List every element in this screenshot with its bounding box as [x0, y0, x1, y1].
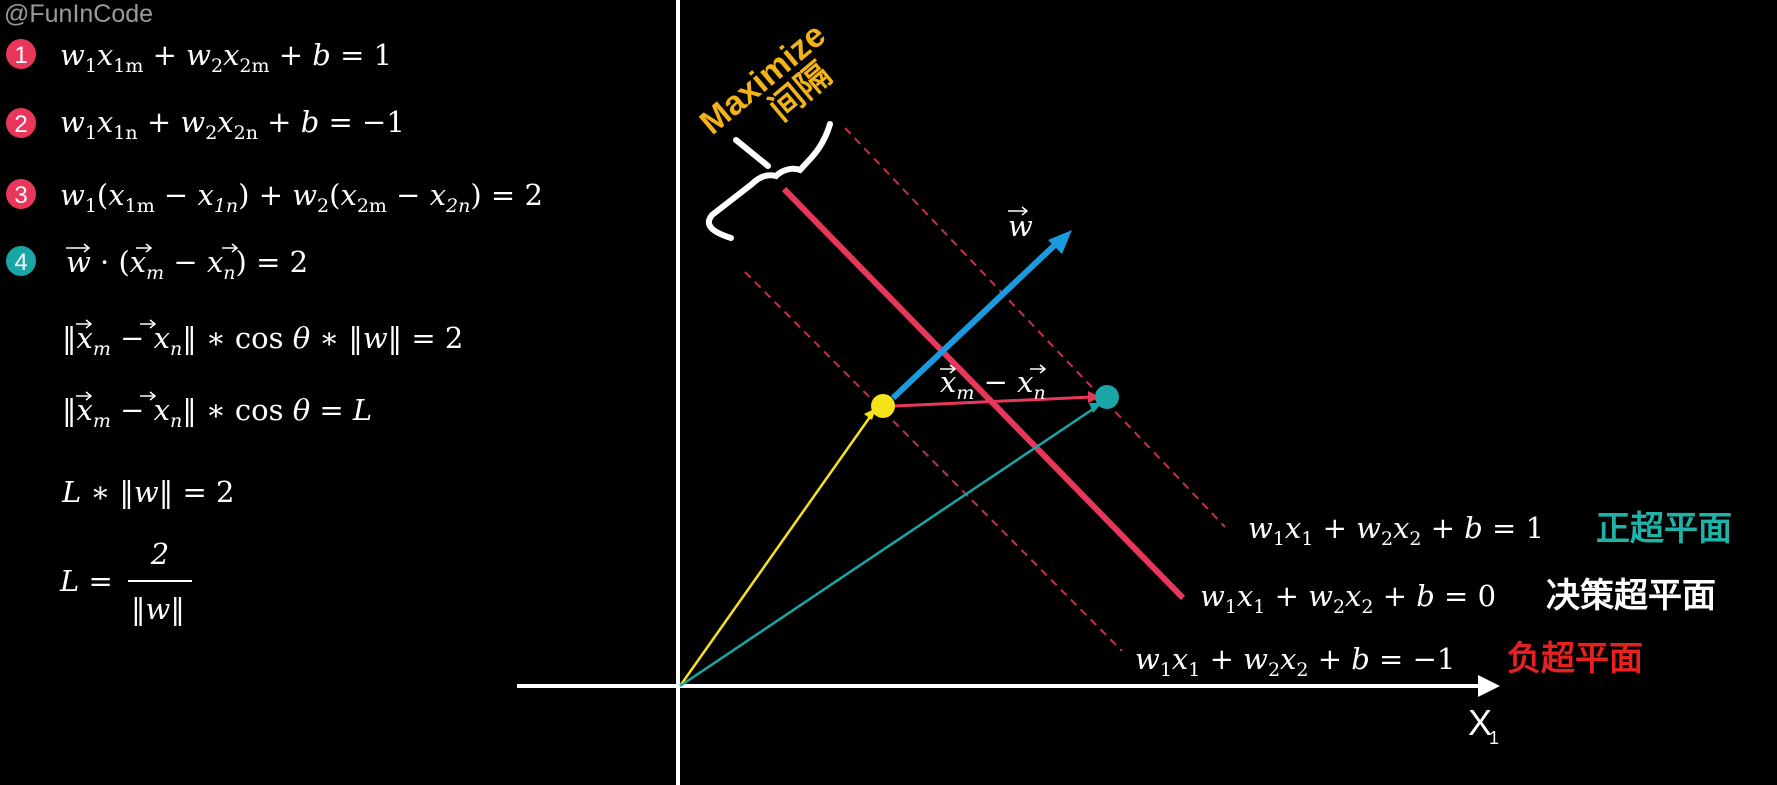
svg-text:w · (xm − xn) = 2: w · (xm − xn) = 2: [66, 245, 308, 284]
svg-text:w1x1 + w2x2 + b = 0: w1x1 + w2x2 + b = 0: [1200, 579, 1496, 618]
equation-7-rhs: = 2: [182, 475, 234, 509]
step-circle-4: [6, 246, 36, 276]
w-vector-label: w: [1008, 206, 1033, 243]
point-x-m: [871, 394, 895, 418]
w-vector-arrowhead: [1048, 230, 1072, 254]
svg-text:w1x1 + w2x2 + b = 1: w1x1 + w2x2 + b = 1: [1248, 511, 1544, 550]
vector-x-n: [679, 405, 1097, 688]
positive-hyperplane-rhs: 1: [1526, 511, 1544, 545]
equation-2: w1x1n + w2x2n + b = −1: [60, 105, 405, 144]
vector-x-m: [678, 413, 874, 687]
step-number-1: 1: [14, 42, 27, 69]
step-badge-1: 1: [6, 39, 36, 69]
x-axis-arrowhead: [1478, 675, 1500, 697]
step-circle-3: [6, 179, 36, 209]
decision-hyperplane-line: [781, 186, 1186, 601]
negative-hyperplane-rhs: −1: [1413, 642, 1456, 676]
equation-7: L ∗ ‖w‖ = 2: [61, 475, 234, 509]
equation-8-numerator: 2: [150, 537, 169, 571]
decision-hyperplane-equation: w1x1 + w2x2 + b = 0: [1200, 579, 1496, 618]
maximize-label: Maximize 间隔: [693, 16, 839, 142]
svg-text:xm − xn: xm − xn: [940, 365, 1046, 404]
positive-hyperplane-tag: 正超平面: [1596, 510, 1732, 548]
equation-5-rhs: = 2: [411, 321, 463, 355]
equation-8: L = 2 ‖w‖: [59, 537, 192, 626]
svg-text:L =: L =: [59, 564, 113, 598]
equation-3-rhs: = 2: [491, 178, 543, 212]
svg-text:w1x1 + w2x2 + b = −1: w1x1 + w2x2 + b = −1: [1135, 642, 1455, 681]
step-number-2: 2: [14, 111, 27, 138]
difference-vector: [894, 395, 1093, 408]
decision-hyperplane-rhs: 0: [1478, 579, 1496, 613]
x-axis-subscript: 1: [1489, 728, 1499, 748]
step-badge-4: 4: [6, 246, 36, 276]
positive-hyperplane-line: [844, 127, 1226, 528]
svg-text:w: w: [1008, 209, 1033, 243]
equation-6: ‖xm − xn‖ ∗ cos θ = L: [62, 391, 372, 432]
x-axis-label: X: [1468, 702, 1492, 743]
step-number-3: 3: [14, 182, 27, 209]
step-badge-3: 3: [6, 179, 36, 209]
watermark: @FunInCode: [4, 0, 153, 28]
positive-hyperplane-equation: w1x1 + w2x2 + b = 1: [1248, 511, 1544, 550]
equation-1: w1x1m + w2x2m + b = 1: [60, 38, 392, 77]
equation-4-rhs: = 2: [256, 245, 308, 279]
step-badge-2: 2: [6, 108, 36, 138]
difference-vector-label: xm − xn: [940, 364, 1047, 404]
step-circle-2: [6, 108, 36, 138]
svg-text:‖w‖: ‖w‖: [131, 592, 185, 626]
decision-hyperplane-tag: 决策超平面: [1546, 577, 1716, 615]
step-circle-1: [6, 39, 36, 69]
margin-brace: [705, 121, 833, 241]
equation-4: w · (xm − xn) = 2: [66, 243, 308, 284]
svg-text:‖xm − xn‖ ∗ cos θ ∗ ‖w‖ = 2: ‖xm − xn‖ ∗ cos θ ∗ ‖w‖ = 2: [62, 321, 463, 360]
negative-hyperplane-equation: w1x1 + w2x2 + b = −1: [1135, 642, 1455, 681]
negative-hyperplane-line: [744, 271, 1123, 652]
equation-5: ‖xm − xn‖ ∗ cos θ ∗ ‖w‖ = 2: [62, 319, 463, 360]
margin-brace-tip: [733, 137, 771, 169]
equation-3: w1(x1m − x1n) + w2(x2m − x2n) = 2: [60, 178, 543, 217]
point-x-n: [1095, 385, 1119, 409]
step-number-4: 4: [14, 249, 27, 276]
svg-text:‖xm − xn‖ ∗ cos θ = L: ‖xm − xn‖ ∗ cos θ = L: [62, 393, 372, 432]
equation-6-rhs: = L: [319, 393, 372, 427]
negative-hyperplane-tag: 负超平面: [1507, 640, 1643, 678]
w-vector: [890, 237, 1063, 401]
difference-vector-arrowhead: [1088, 391, 1100, 403]
